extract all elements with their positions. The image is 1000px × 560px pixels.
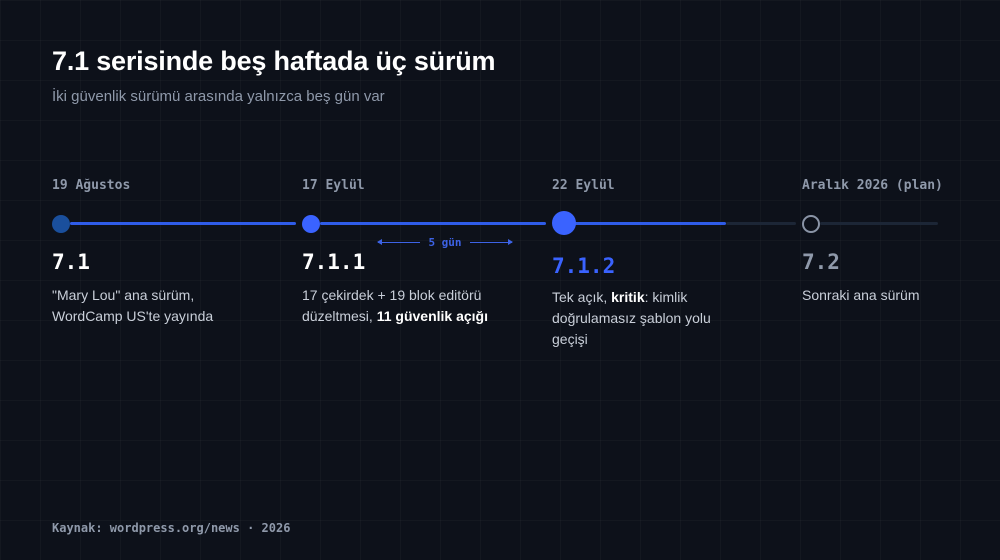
timeline-segment-2 <box>320 222 546 225</box>
desc-line: WordCamp US'te yayında <box>52 308 214 324</box>
chart-subtitle: İki güvenlik sürümü arasında yalnızca be… <box>52 88 385 105</box>
desc-line: geçişi <box>552 331 588 347</box>
milestone-date-7-1-2: 22 Eylül <box>552 178 615 193</box>
desc-highlight: 11 güvenlik açığı <box>376 308 488 324</box>
milestone-desc-7-1: "Mary Lou" ana sürüm, WordCamp US'te yay… <box>52 285 272 327</box>
timeline-segment-1 <box>70 222 296 225</box>
timeline-segment-3-remaining <box>726 222 796 225</box>
desc-line: "Mary Lou" ana sürüm, <box>52 287 195 303</box>
milestone-desc-7-1-1: 17 çekirdek + 19 blok editörü düzeltmesi… <box>302 285 522 327</box>
milestone-date-7-1: 19 Ağustos <box>52 178 131 193</box>
milestone-version-7-1-2: 7.1.2 <box>552 254 616 278</box>
milestone-desc-7-1-2: Tek açık, kritik: kimlik doğrulamasız şa… <box>552 287 772 350</box>
gap-arrow-left <box>376 239 421 245</box>
chart-title: 7.1 serisinde beş haftada üç sürüm <box>52 46 496 76</box>
gap-label: 5 gün <box>428 236 462 249</box>
milestone-dot-7-1 <box>52 215 70 233</box>
milestone-dot-7-2-planned <box>802 215 820 233</box>
desc-line: Sonraki ana sürüm <box>802 287 920 303</box>
source-footer: Kaynak: wordpress.org/news · 2026 <box>52 521 291 535</box>
milestone-version-7-2: 7.2 <box>802 250 840 274</box>
milestone-dot-7-1-2 <box>552 211 576 235</box>
milestone-dot-7-1-1 <box>302 215 320 233</box>
desc-line: düzeltmesi, <box>302 308 377 324</box>
desc-line: doğrulamasız şablon yolu <box>552 310 711 326</box>
timeline-segment-4 <box>820 222 938 225</box>
desc-line: 17 çekirdek + 19 blok editörü <box>302 287 482 303</box>
milestone-version-7-1-1: 7.1.1 <box>302 250 366 274</box>
milestone-date-7-2: Aralık 2026 (plan) <box>802 178 943 193</box>
milestone-desc-7-2: Sonraki ana sürüm <box>802 285 982 306</box>
timeline-segment-3-progress <box>574 222 726 225</box>
gap-arrow-right <box>469 239 514 245</box>
milestone-version-7-1: 7.1 <box>52 250 90 274</box>
desc-line: : kimlik <box>644 289 688 305</box>
milestone-date-7-1-1: 17 Eylül <box>302 178 365 193</box>
desc-highlight: kritik <box>611 289 645 305</box>
desc-line: Tek açık, <box>552 289 612 305</box>
gap-annotation: 5 gün <box>376 236 514 249</box>
